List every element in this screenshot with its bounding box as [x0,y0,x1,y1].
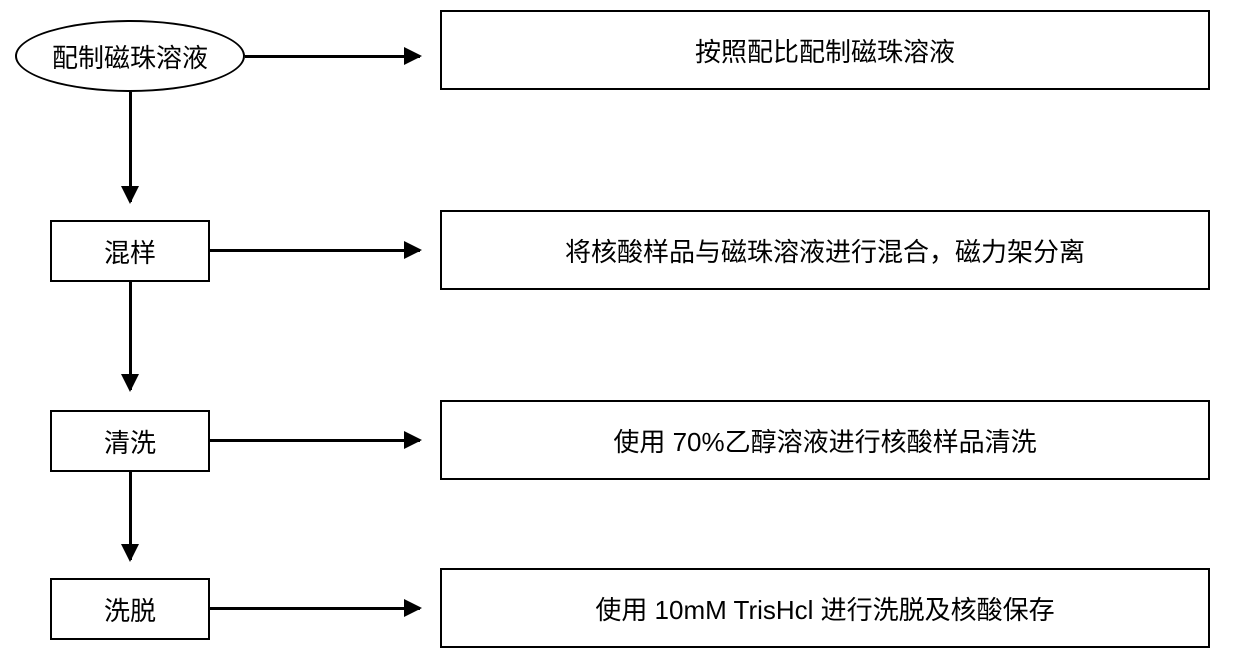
arrow-h-2 [210,249,420,252]
desc-wash: 使用 70%乙醇溶液进行核酸样品清洗 [440,400,1210,480]
flowchart-container: 配制磁珠溶液 混样 清洗 洗脱 按照配比配制磁珠溶液 将核酸样品与磁珠溶液进行混… [0,0,1240,655]
step-prepare-solution: 配制磁珠溶液 [15,20,245,92]
desc-label: 将核酸样品与磁珠溶液进行混合，磁力架分离 [565,232,1085,269]
arrow-v-3 [129,472,132,560]
arrow-v-2 [129,282,132,390]
desc-elute: 使用 10mM TrisHcl 进行洗脱及核酸保存 [440,568,1210,648]
step-label: 清洗 [104,423,156,460]
desc-label: 使用 10mM TrisHcl 进行洗脱及核酸保存 [595,590,1054,627]
desc-prepare-solution: 按照配比配制磁珠溶液 [440,10,1210,90]
desc-mix: 将核酸样品与磁珠溶液进行混合，磁力架分离 [440,210,1210,290]
step-mix: 混样 [50,220,210,282]
arrow-h-4 [210,607,420,610]
step-label: 配制磁珠溶液 [52,38,208,75]
step-label: 洗脱 [104,591,156,628]
arrow-h-1 [245,55,420,58]
step-label: 混样 [104,233,156,270]
arrow-v-1 [129,92,132,202]
desc-label: 按照配比配制磁珠溶液 [695,32,955,69]
step-wash: 清洗 [50,410,210,472]
desc-label: 使用 70%乙醇溶液进行核酸样品清洗 [613,422,1036,459]
arrow-h-3 [210,439,420,442]
step-elute: 洗脱 [50,578,210,640]
